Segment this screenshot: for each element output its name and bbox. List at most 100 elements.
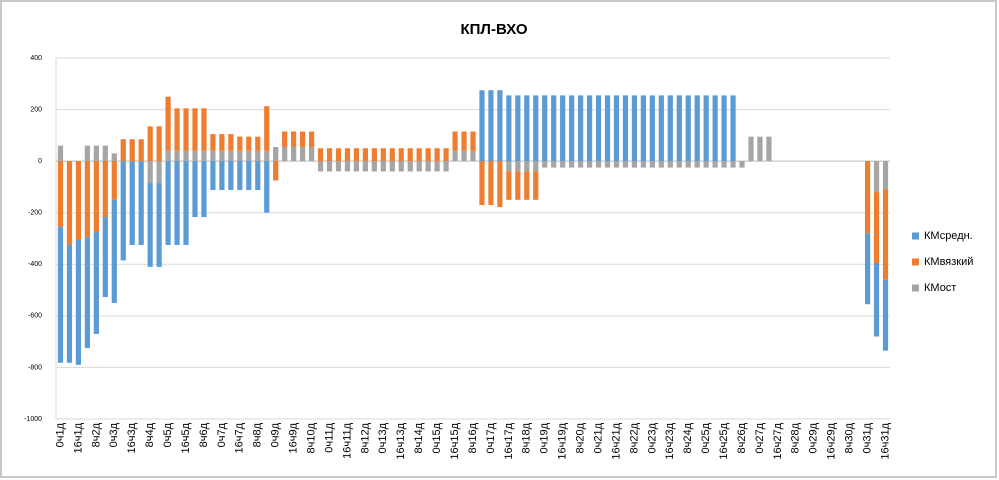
bar <box>864 161 871 234</box>
bar <box>66 244 73 363</box>
bar <box>93 161 99 233</box>
bar <box>291 131 297 147</box>
bar <box>317 148 324 162</box>
bar <box>246 161 252 191</box>
bar <box>658 95 664 162</box>
bar <box>174 161 180 245</box>
bar <box>479 90 485 162</box>
bar <box>569 95 575 162</box>
bar <box>685 95 691 162</box>
bar <box>578 95 584 162</box>
bar <box>228 134 234 151</box>
bar <box>282 146 288 162</box>
bar <box>703 161 709 168</box>
y-tick-label: 0 <box>38 158 42 165</box>
y-tick-label: -400 <box>28 261 42 268</box>
bar <box>533 95 539 162</box>
x-tick-label: 8ч24д <box>682 422 694 453</box>
bar <box>766 136 772 162</box>
x-tick-label: 16ч5д <box>180 422 192 453</box>
bar <box>434 148 440 162</box>
bar <box>183 161 189 245</box>
x-tick-label: 0ч9д <box>270 422 282 447</box>
bar <box>667 95 673 162</box>
bar <box>210 150 216 162</box>
bar <box>210 161 216 191</box>
bar <box>640 95 646 162</box>
bar <box>586 95 593 162</box>
bar <box>192 108 198 151</box>
bar <box>497 90 503 162</box>
bar <box>488 90 494 162</box>
x-tick-label: 16ч23д <box>664 422 676 459</box>
bar <box>273 161 279 181</box>
bar <box>362 148 368 162</box>
bar <box>703 95 709 162</box>
x-tick-label: 16ч9д <box>288 422 300 453</box>
bar <box>434 161 440 172</box>
bar <box>533 171 539 200</box>
bar <box>748 136 754 162</box>
bar <box>739 161 745 168</box>
bar <box>658 161 664 168</box>
bar <box>452 131 458 151</box>
bar <box>201 108 207 151</box>
legend-label: КМвязкий <box>924 256 973 268</box>
y-tick-label: -800 <box>28 364 42 371</box>
bar <box>416 148 422 162</box>
bar <box>147 183 153 267</box>
bar <box>291 146 297 162</box>
x-tick-label: 16ч3д <box>126 422 138 453</box>
bar <box>335 161 342 172</box>
bar <box>75 240 82 365</box>
x-tick-label: 0ч3д <box>108 422 120 447</box>
bar <box>488 161 494 205</box>
bar <box>685 161 691 168</box>
x-tick-label: 0ч19д <box>539 422 551 453</box>
x-tick-label: 0ч11д <box>323 422 335 452</box>
x-tick-label: 8ч2д <box>90 422 102 447</box>
bar <box>524 95 530 162</box>
x-tick-label: 0ч23д <box>646 422 658 453</box>
x-tick-label: 8ч18д <box>521 422 533 453</box>
x-tick-label: 8ч30д <box>844 422 856 453</box>
bar <box>864 233 871 305</box>
chart-title: КПЛ-ВХО <box>460 21 527 38</box>
bar <box>551 95 557 162</box>
bar <box>111 153 117 162</box>
bar <box>533 161 539 172</box>
bar <box>398 148 404 162</box>
bar <box>84 237 90 349</box>
bar <box>694 161 700 168</box>
bar <box>156 126 162 162</box>
bar <box>425 161 431 172</box>
x-tick-label: 16ч25д <box>718 422 730 459</box>
bar <box>201 161 207 218</box>
bar <box>156 161 162 184</box>
x-tick-label: 16ч19д <box>557 422 569 459</box>
bar <box>380 161 386 172</box>
bar <box>111 161 117 200</box>
bar <box>873 192 880 263</box>
bar <box>156 183 162 267</box>
x-tick-label: 8ч6д <box>198 422 210 447</box>
bar <box>317 161 324 172</box>
bar <box>237 136 243 151</box>
bar <box>255 136 261 151</box>
bar <box>569 161 575 168</box>
bar <box>604 95 611 162</box>
bar <box>578 161 584 168</box>
x-tick-label: 0ч17д <box>485 422 497 453</box>
bar <box>470 150 476 162</box>
x-tick-label: 8ч10д <box>305 422 317 453</box>
bar <box>622 161 629 168</box>
bar <box>57 161 64 227</box>
bar <box>586 161 593 168</box>
bar <box>407 148 413 162</box>
y-tick-label: -1000 <box>24 416 42 423</box>
x-tick-label: 16ч7д <box>234 422 246 453</box>
bar <box>506 161 512 172</box>
y-tick-label: -600 <box>28 313 42 320</box>
bar <box>649 95 655 162</box>
